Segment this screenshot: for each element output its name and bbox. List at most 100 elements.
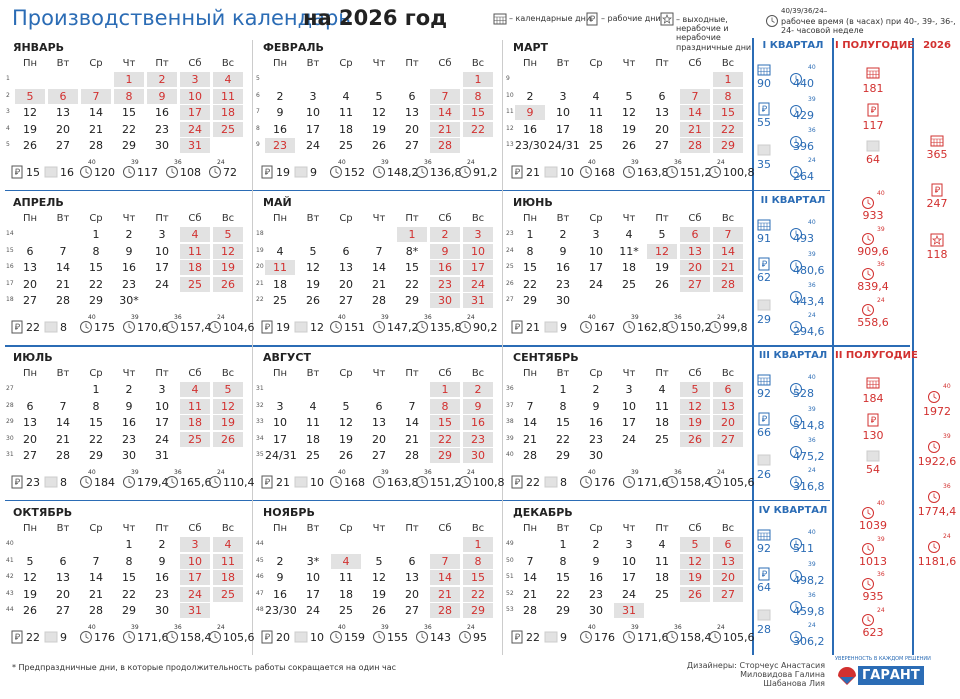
day: 4 bbox=[625, 228, 633, 241]
day-off: 7 bbox=[680, 88, 710, 104]
weekday: Пн bbox=[522, 213, 538, 224]
clock-icon bbox=[459, 476, 471, 488]
norm-label: 39 bbox=[381, 624, 389, 631]
day-off: 29 bbox=[713, 138, 743, 153]
day: 4 bbox=[309, 399, 317, 413]
cal-icon bbox=[930, 135, 944, 147]
day: 5 bbox=[658, 228, 666, 241]
weekday: Пн bbox=[522, 58, 538, 69]
day-off: 1 bbox=[463, 537, 493, 552]
norm-label: 39 bbox=[631, 469, 639, 476]
clock-icon bbox=[580, 476, 592, 488]
clock-icon bbox=[459, 166, 471, 178]
day: 1 bbox=[559, 538, 567, 551]
day-off: 11 bbox=[180, 398, 210, 414]
day-off: 21 bbox=[680, 121, 710, 137]
norm-label: 36 bbox=[808, 592, 816, 599]
day: 2 bbox=[276, 89, 284, 103]
day: 15 bbox=[405, 261, 419, 274]
cal-icon bbox=[757, 64, 771, 76]
day-off: 19 bbox=[680, 570, 710, 585]
norm-label: 40 bbox=[88, 159, 96, 166]
week-number: 43 bbox=[6, 589, 14, 597]
quarter-calendar: 92 bbox=[757, 542, 771, 555]
norm-label: 39 bbox=[808, 561, 816, 568]
day: 25 bbox=[655, 432, 669, 446]
day: 3 bbox=[158, 228, 166, 241]
weekday: Вс bbox=[471, 213, 485, 224]
work-icon bbox=[511, 630, 523, 644]
day-off: 15 bbox=[463, 570, 493, 585]
weekday: Чт bbox=[372, 213, 386, 224]
day: 8 bbox=[92, 244, 100, 258]
day: 29 bbox=[405, 294, 419, 307]
day: 12 bbox=[372, 571, 386, 584]
half-calendar: 181 bbox=[862, 82, 884, 95]
norm-label: 39 bbox=[808, 96, 816, 103]
weekday: Вс bbox=[721, 58, 735, 69]
work-days: 22 bbox=[26, 631, 40, 644]
day-off: 10 bbox=[180, 88, 210, 104]
work-icon bbox=[11, 165, 23, 179]
hours: 151,2 bbox=[430, 476, 462, 489]
hours: 95 bbox=[473, 631, 487, 644]
half-off: 54 bbox=[866, 463, 880, 476]
clock-icon bbox=[928, 441, 940, 453]
quarter-off: 35 bbox=[757, 158, 771, 171]
hours: 105,6 bbox=[723, 476, 755, 489]
day: 3 bbox=[158, 383, 166, 396]
day: 8 bbox=[559, 399, 567, 413]
day-off: 11 bbox=[213, 553, 243, 569]
day-off: 22 bbox=[713, 121, 743, 137]
work-icon bbox=[758, 102, 770, 116]
clock-icon bbox=[416, 476, 428, 488]
half-calendar: 184 bbox=[862, 392, 884, 405]
work-days: 20 bbox=[276, 631, 290, 644]
weekday: Пт bbox=[655, 213, 669, 224]
day: 29 bbox=[89, 449, 103, 462]
day: 1 bbox=[125, 538, 133, 551]
month-name: ОКТЯБРЬ bbox=[13, 506, 73, 519]
day: 5 bbox=[375, 554, 383, 568]
week-number: 20 bbox=[256, 263, 264, 270]
norm-label: 24 bbox=[217, 469, 225, 476]
norm-label: 39 bbox=[808, 251, 816, 258]
week-number: 42 bbox=[6, 573, 14, 580]
work-icon bbox=[758, 567, 770, 581]
hours: 110,4 bbox=[223, 476, 255, 489]
day: 15 bbox=[523, 261, 537, 274]
day-off: 5 bbox=[213, 382, 243, 397]
week-number: 5 bbox=[6, 141, 10, 148]
clock-icon bbox=[666, 631, 678, 643]
weekday: Вс bbox=[221, 368, 235, 379]
day: 22 bbox=[89, 277, 103, 291]
clock-icon bbox=[166, 166, 178, 178]
quarter-calendar: 92 bbox=[757, 387, 771, 400]
logo-name: ГАРАНТ bbox=[858, 666, 924, 685]
day-off: 15 bbox=[463, 105, 493, 120]
day: 23 bbox=[155, 122, 169, 136]
week-number: 14 bbox=[6, 230, 14, 237]
quarter-title: I КВАРТАЛ bbox=[762, 40, 824, 51]
day: 6 bbox=[26, 244, 34, 258]
day: 16 bbox=[589, 571, 603, 584]
weekday: Вт bbox=[56, 523, 70, 534]
day: 18 bbox=[622, 261, 636, 274]
day-off: 14 bbox=[680, 105, 710, 120]
work-icon bbox=[931, 183, 943, 197]
clock-icon bbox=[623, 631, 635, 643]
day-off: 20 bbox=[713, 415, 743, 430]
weekday: Ср bbox=[339, 368, 353, 379]
day-off: 31 bbox=[180, 138, 210, 153]
week-number: 9 bbox=[256, 141, 260, 148]
weekday: Сб bbox=[188, 213, 202, 224]
norm-label: 39 bbox=[381, 469, 389, 476]
legend-hours-top: 40/39/36/24– bbox=[781, 7, 828, 15]
weekday: Пн bbox=[22, 523, 38, 534]
weekday: Вт bbox=[556, 213, 570, 224]
off-icon bbox=[544, 166, 558, 178]
clock-icon bbox=[790, 570, 802, 582]
weekday: Сб bbox=[438, 58, 452, 69]
title-year: на 2026 год bbox=[303, 6, 448, 30]
